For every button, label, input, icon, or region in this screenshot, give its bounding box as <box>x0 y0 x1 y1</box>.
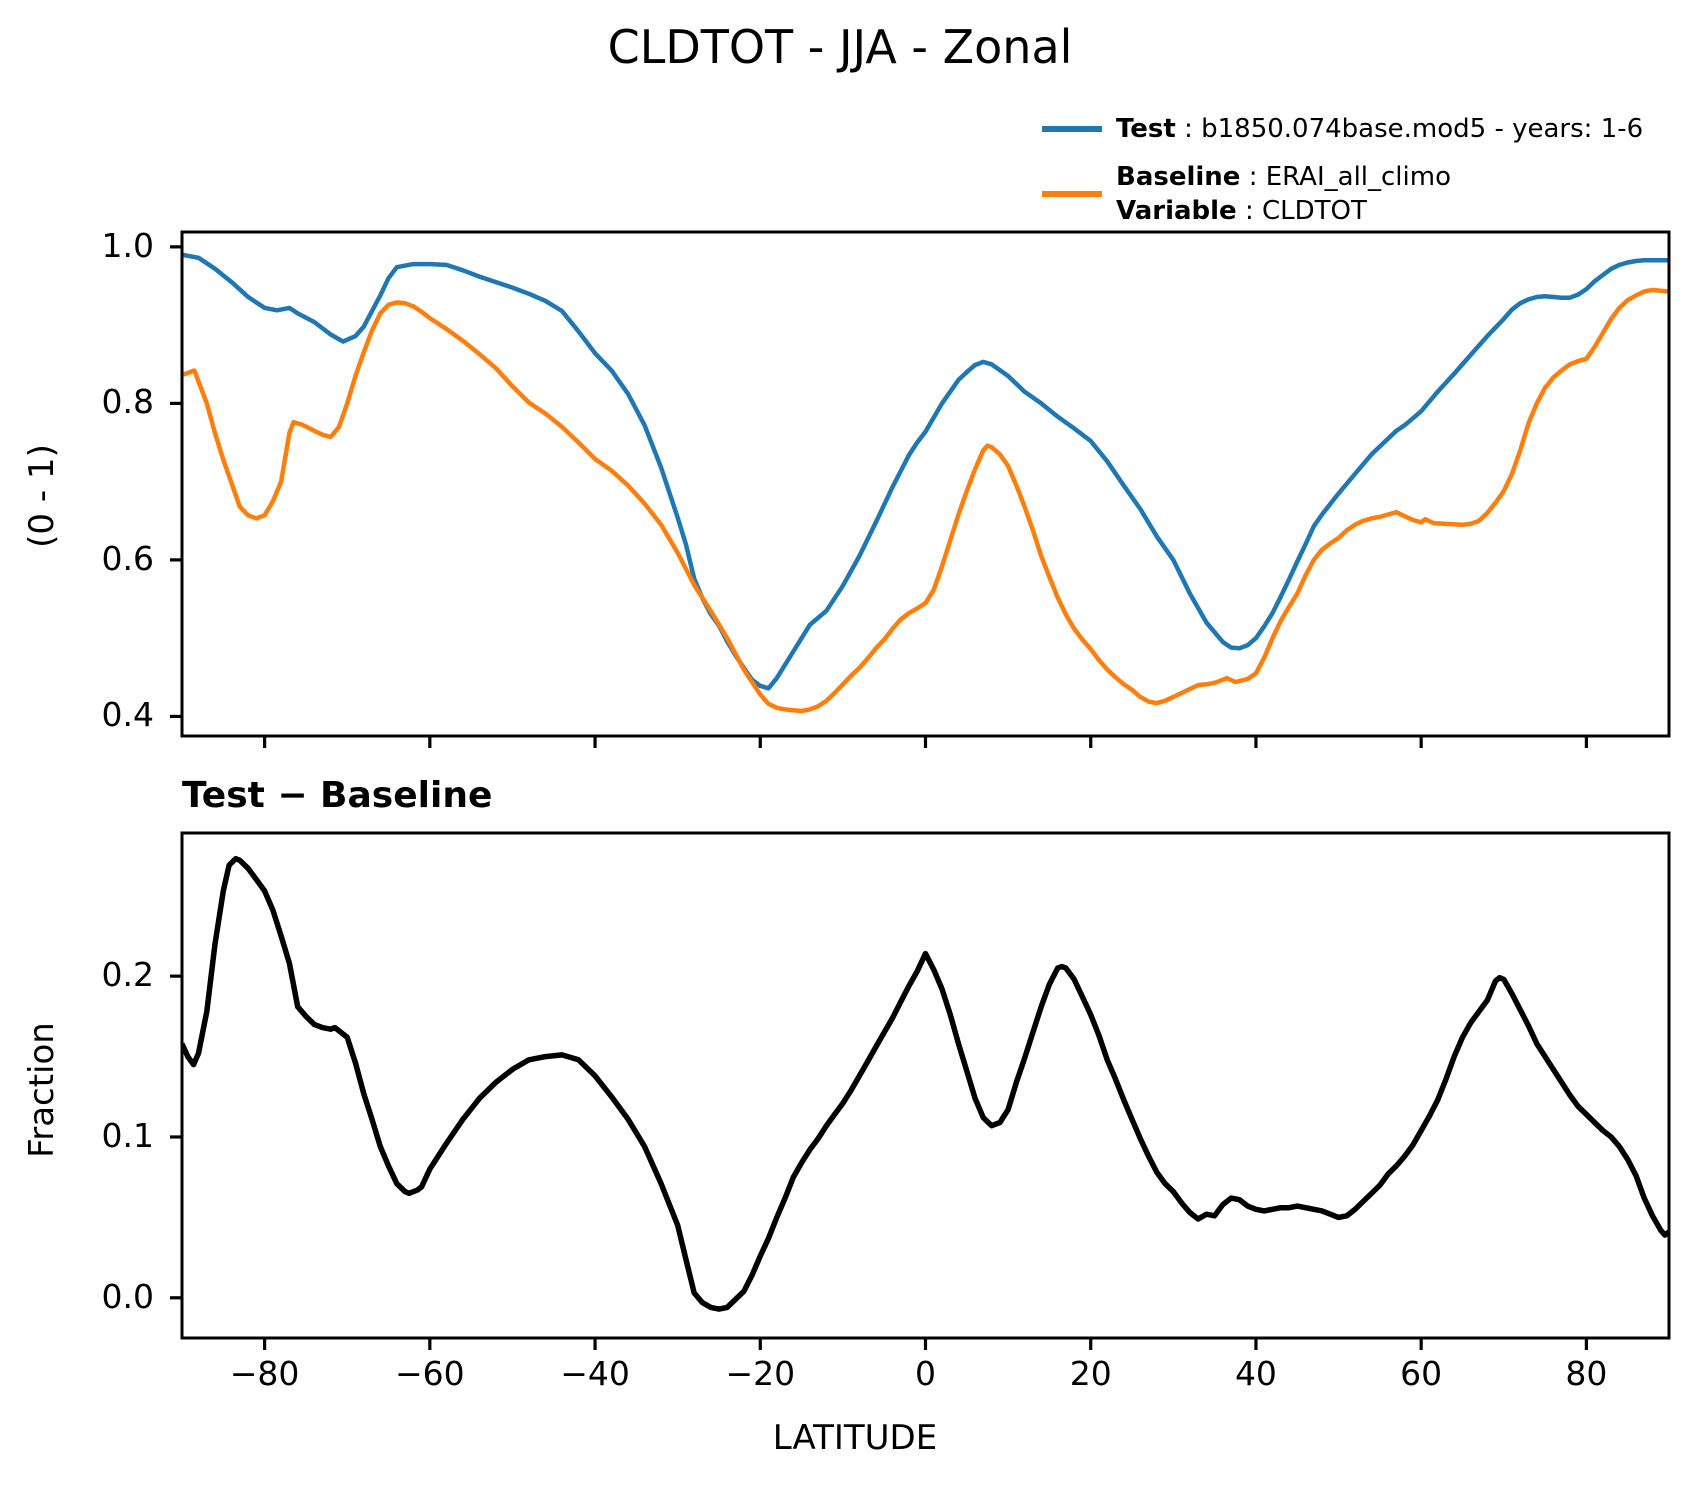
legend: Test : b1850.074base.mod5 - years: 1-6 B… <box>1042 112 1643 242</box>
x-tick-label: 40 <box>1234 1354 1277 1393</box>
series-baseline <box>182 287 1669 714</box>
x-tick-label: 20 <box>1069 1354 1112 1393</box>
legend-variable-line: Variable : CLDTOT <box>1116 196 1367 226</box>
difference-panel-title: Test − Baseline <box>182 775 493 816</box>
legend-item-test: Test : b1850.074base.mod5 - years: 1-6 <box>1042 112 1643 146</box>
x-tick-label: −20 <box>725 1354 796 1393</box>
y-tick-label: 0.0 <box>101 1276 154 1316</box>
baseline-line-swatch <box>1042 191 1102 197</box>
y-tick-label: 0.6 <box>101 538 154 578</box>
x-axis-label: LATITUDE <box>772 1418 938 1458</box>
x-tick-label: 80 <box>1565 1354 1608 1393</box>
legend-test-label: Test : b1850.074base.mod5 - years: 1-6 <box>1116 114 1644 144</box>
x-tick-label: −40 <box>560 1354 630 1393</box>
legend-baseline-label: Baseline : ERAI_all_climo Variable : CLD… <box>1116 160 1451 228</box>
legend-baseline-line: Baseline : ERAI_all_climo <box>1116 162 1451 192</box>
y-tick-label: 0.1 <box>101 1115 154 1155</box>
series-test <box>182 252 1669 691</box>
y-tick-label: 1.0 <box>101 225 154 265</box>
legend-item-baseline: Baseline : ERAI_all_climo Variable : CLD… <box>1042 160 1643 228</box>
chart-title: CLDTOT - JJA - Zonal <box>607 20 1073 74</box>
series-test-baseline <box>182 855 1669 1312</box>
x-tick-label: −60 <box>395 1354 465 1393</box>
y-tick-label: 0.4 <box>101 695 154 735</box>
y-tick-label: 0.2 <box>101 955 154 995</box>
test-line-swatch <box>1042 126 1102 132</box>
x-tick-label: 0 <box>915 1354 936 1393</box>
y-tick-label: 0.8 <box>101 382 154 422</box>
x-tick-label: 60 <box>1400 1354 1443 1393</box>
x-tick-label: −80 <box>229 1354 300 1393</box>
